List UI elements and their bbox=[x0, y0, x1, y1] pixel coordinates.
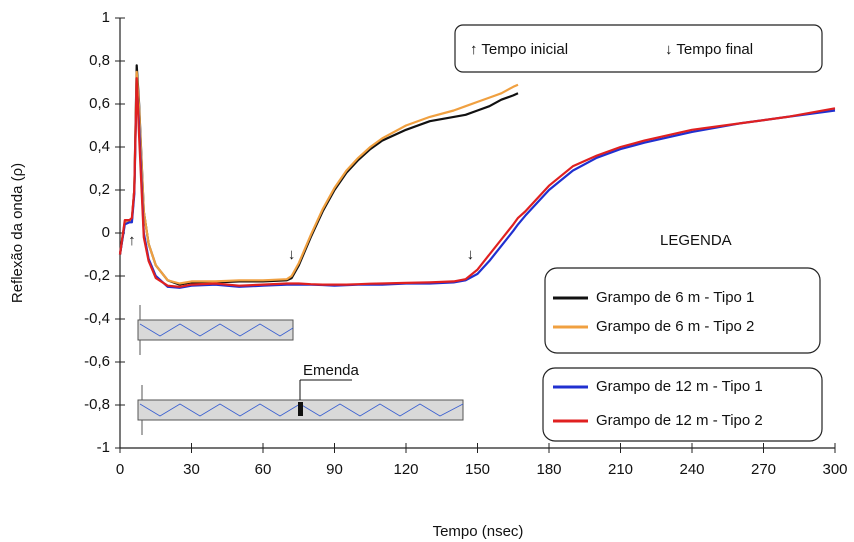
legend-label: Grampo de 12 m - Tipo 2 bbox=[596, 412, 763, 429]
series-line bbox=[118, 70, 519, 285]
time-marker: ↑ bbox=[128, 232, 136, 249]
y-tick-label: 0,6 bbox=[89, 95, 110, 112]
y-tick-label: 0,4 bbox=[89, 138, 110, 155]
x-tick-label: 150 bbox=[465, 461, 490, 478]
x-tick-label: 60 bbox=[255, 461, 272, 478]
x-tick-label: 0 bbox=[116, 461, 124, 478]
x-tick-label: 210 bbox=[608, 461, 633, 478]
x-tick-label: 30 bbox=[183, 461, 200, 478]
y-tick-label: -0,8 bbox=[84, 396, 110, 413]
series-line bbox=[118, 64, 519, 286]
x-tick-label: 300 bbox=[822, 461, 847, 478]
marker-note-box bbox=[454, 24, 823, 73]
legend-label: Grampo de 6 m - Tipo 1 bbox=[596, 289, 754, 306]
y-tick-label: 0 bbox=[102, 224, 110, 241]
legend-box bbox=[544, 267, 821, 354]
legend-box bbox=[542, 367, 823, 442]
y-axis-title: Reflexão da onda (ρ) bbox=[9, 163, 26, 303]
x-tick-label: 90 bbox=[326, 461, 343, 478]
x-tick-label: 240 bbox=[679, 461, 704, 478]
legend-label: Grampo de 12 m - Tipo 1 bbox=[596, 378, 763, 395]
y-tick-label: -0,4 bbox=[84, 310, 110, 327]
series-line bbox=[118, 77, 836, 288]
series-line bbox=[118, 81, 836, 289]
x-tick-label: 120 bbox=[393, 461, 418, 478]
y-tick-label: 0,2 bbox=[89, 181, 110, 198]
time-marker: ↓ bbox=[467, 246, 475, 263]
y-tick-label: -0,6 bbox=[84, 353, 110, 370]
splice-label: Emenda bbox=[303, 362, 360, 379]
y-tick-label: -0,2 bbox=[84, 267, 110, 284]
legend-label: Grampo de 6 m - Tipo 2 bbox=[596, 318, 754, 335]
y-tick-label: 1 bbox=[102, 9, 110, 26]
marker-note: ↑ Tempo inicial bbox=[470, 41, 568, 58]
time-marker: ↓ bbox=[288, 246, 296, 263]
x-tick-label: 180 bbox=[536, 461, 561, 478]
x-tick-label: 270 bbox=[751, 461, 776, 478]
legend-title: LEGENDA bbox=[660, 232, 732, 249]
cable-schematic bbox=[137, 305, 464, 435]
x-axis-title: Tempo (nsec) bbox=[433, 523, 524, 540]
y-tick-label: -1 bbox=[97, 439, 110, 456]
y-tick-label: 0,8 bbox=[89, 52, 110, 69]
marker-note: ↓ Tempo final bbox=[665, 41, 753, 58]
